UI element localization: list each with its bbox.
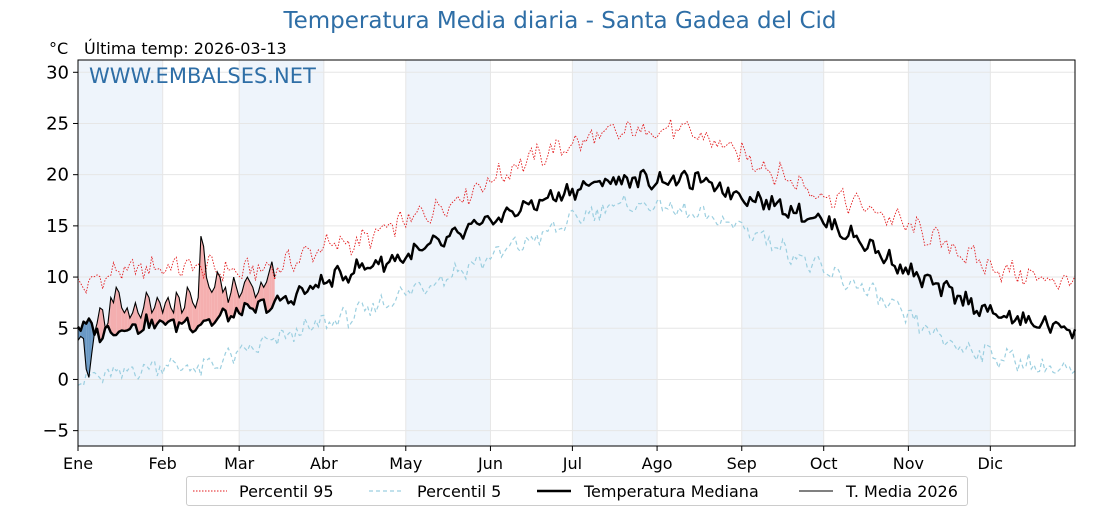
fill-above-median: [190, 292, 193, 333]
fill-above-median: [244, 277, 248, 305]
line-temperatura-mediana: [76, 168, 1077, 344]
fill-above-median: [132, 302, 136, 325]
y-tick-label: 15: [46, 216, 69, 237]
x-tick-label-may: May: [389, 454, 422, 473]
fill-above-median: [138, 312, 141, 334]
fill-above-median: [211, 287, 215, 326]
y-tick-label: 10: [46, 267, 69, 288]
fill-above-median: [209, 287, 212, 326]
legend-label-p95: Percentil 95: [239, 482, 334, 501]
line-percentil-5: [77, 192, 1076, 387]
fill-above-median: [203, 246, 207, 321]
fill-above-median: [217, 271, 220, 319]
x-tick-label-feb: Feb: [149, 454, 177, 473]
legend-label-p5: Percentil 5: [417, 482, 502, 501]
plot-frame: [77, 59, 1076, 447]
fill-above-median: [222, 287, 226, 311]
month-band-ene: [78, 60, 163, 446]
y-tick-label: 25: [46, 113, 69, 134]
x-tick-label-mar: Mar: [224, 454, 255, 473]
watermark: WWW.EMBALSES.NET: [89, 64, 316, 88]
fill-above-median: [140, 307, 144, 332]
fill-above-median: [127, 307, 130, 331]
x-tick-label-jun: Jun: [477, 454, 503, 473]
fill-above-median: [258, 282, 261, 302]
legend-label-median: Temperatura Mediana: [584, 482, 759, 501]
fill-above-median: [247, 277, 251, 308]
fill-above-median: [228, 292, 231, 322]
fill-above-median: [110, 297, 114, 336]
fill-above-median: [239, 292, 242, 316]
x-tick-label-oct: Oct: [810, 454, 838, 473]
fill-above-median: [206, 277, 210, 321]
x-tick-label-sep: Sep: [727, 454, 757, 473]
month-band-jul: [572, 60, 658, 446]
y-tick-label: 5: [58, 318, 69, 339]
last-temp-label: Última temp: 2026-03-13: [84, 39, 287, 58]
line-percentil-95: [77, 119, 1076, 294]
fill-above-median: [170, 307, 174, 321]
fill-above-median: [162, 302, 166, 325]
fill-above-median: [157, 297, 160, 324]
y-tick-label: 0: [58, 369, 69, 390]
x-tick-label-jul: Jul: [562, 454, 582, 473]
x-tick-label-abr: Abr: [310, 454, 338, 473]
x-tick-label-nov: Nov: [893, 454, 924, 473]
fill-above-median: [231, 277, 234, 318]
fill-above-median: [165, 297, 169, 325]
x-tick-label-ago: Ago: [642, 454, 673, 473]
fill-above-median: [250, 282, 253, 309]
month-shading-bands: [78, 60, 991, 446]
fill-above-median: [192, 302, 196, 333]
line-t-media-2026: [77, 235, 276, 378]
fill-above-median: [119, 292, 122, 332]
fill-above-median: [159, 302, 163, 322]
last-temp-date: 2026-03-13: [193, 39, 287, 58]
fill-above-median: [168, 297, 171, 322]
fill-above-median: [99, 307, 103, 343]
unit-label: °C: [49, 39, 69, 58]
fill-above-median: [116, 287, 119, 335]
x-tick-label-ene: Ene: [63, 454, 93, 473]
last-temp-prefix: Última temp:: [84, 39, 189, 58]
fill-above-median: [252, 287, 256, 313]
y-tick-label: 20: [46, 165, 69, 186]
fill-above-median: [200, 236, 204, 325]
month-band-mar: [239, 60, 324, 446]
chart-title: Temperatura Media diaria - Santa Gadea d…: [283, 8, 837, 34]
month-band-may: [405, 60, 491, 446]
y-tick-label: 30: [46, 62, 69, 83]
fill-above-median: [269, 261, 272, 311]
series-lines: [76, 119, 1077, 387]
fill-below-median: [86, 318, 89, 378]
fill-below-median: [88, 318, 92, 378]
x-tick-label-dic: Dic: [978, 454, 1004, 473]
deviation-fills: [78, 236, 275, 378]
month-band-sep: [741, 60, 824, 446]
fill-above-median: [154, 297, 158, 329]
fill-above-median: [220, 277, 223, 316]
legend: Percentil 95 Percentil 5 Temperatura Med…: [186, 476, 968, 506]
x-axis: Ene Feb Mar Abr May Jun Jul Ago Sep Oct Nov Dic: [63, 446, 1003, 473]
fill-above-median: [121, 307, 125, 331]
legend-label-current: T. Media 2026: [846, 482, 958, 501]
y-tick-label: −5: [42, 421, 69, 442]
fill-above-median: [236, 287, 240, 314]
fill-above-median: [124, 307, 128, 331]
fill-above-median: [266, 271, 270, 313]
grid-lines: [77, 60, 1075, 446]
y-axis: −5 0 5 10 15 20 25 30: [42, 62, 78, 442]
